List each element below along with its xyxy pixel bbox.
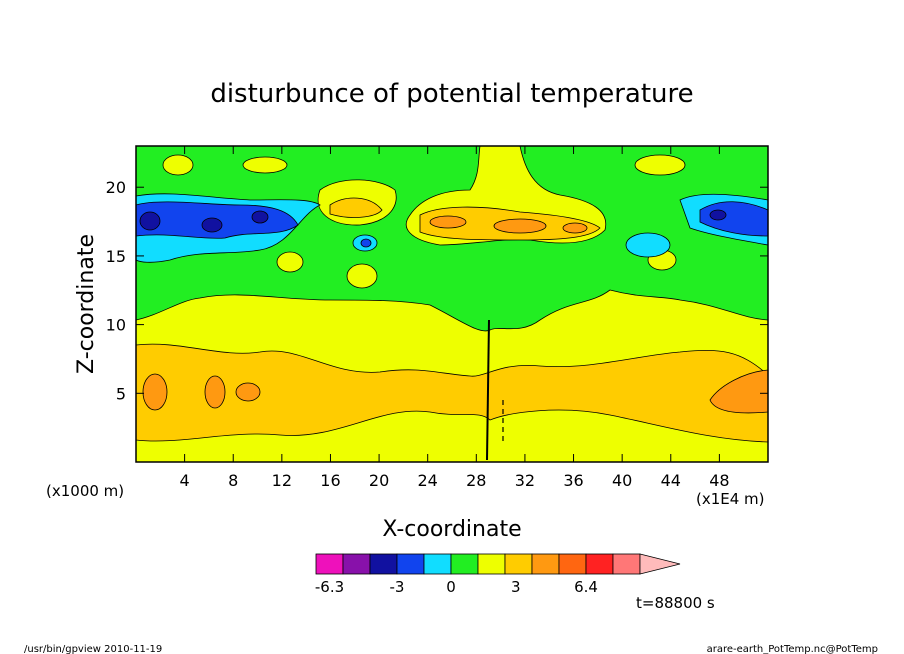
- colorbar-label: -6.3: [315, 578, 344, 596]
- yellow-spot-f: [634, 154, 686, 176]
- colorbar-arrow: [639, 553, 681, 575]
- colorbar-cell: [450, 553, 479, 575]
- yellow-spot-c: [276, 251, 304, 273]
- x-tick-label: 4: [180, 471, 190, 490]
- x-tick-label: 36: [563, 471, 583, 490]
- chart-title: disturbunce of potential temperature: [210, 79, 693, 109]
- x-tick-label: 16: [320, 471, 340, 490]
- colorbar-cell: [558, 553, 587, 575]
- colorbar-label: 6.4: [574, 578, 598, 596]
- x-tick-label: 28: [466, 471, 486, 490]
- yellow-spot-b: [242, 156, 288, 174]
- orange-dark-c: [562, 222, 588, 234]
- colorbar-cell: [531, 553, 560, 575]
- orange-dark-b: [493, 218, 547, 234]
- x-tick-label: 12: [272, 471, 292, 490]
- yellow-spot-a: [162, 154, 194, 176]
- footer-right: arare-earth_PotTemp.nc@PotTemp: [707, 644, 878, 654]
- orange-left: [329, 197, 383, 218]
- plot-area: [136, 146, 768, 462]
- y-tick-label: 15: [106, 247, 126, 266]
- x-tick-label: 44: [661, 471, 681, 490]
- disturbance-line: [486, 319, 490, 461]
- x-axis-label: X-coordinate: [382, 517, 521, 542]
- colorbar-label: -3: [390, 578, 405, 596]
- y-tick-label: 10: [106, 316, 126, 335]
- x-tick-label: 32: [515, 471, 535, 490]
- x-tick-label: 40: [612, 471, 632, 490]
- x-unit-label: (x1000 m): [46, 482, 124, 500]
- colorbar-label: 3: [511, 578, 521, 596]
- colorbar-cell: [477, 553, 506, 575]
- cyan-patch: [625, 232, 671, 258]
- blue-spot: [360, 238, 372, 248]
- navy-c: [251, 210, 269, 224]
- colorbar-cell: [315, 553, 344, 575]
- navy-b: [201, 217, 223, 233]
- orange-dark-a: [429, 215, 467, 229]
- colorbar-cell: [369, 553, 398, 575]
- spot-1: [142, 373, 168, 411]
- spot-4: [709, 369, 768, 414]
- navy-a: [139, 211, 161, 231]
- colorbar-cell: [612, 553, 641, 575]
- navy-d: [709, 209, 727, 221]
- spot-2: [204, 375, 226, 409]
- y-unit-label: (x1E4 m): [696, 490, 765, 508]
- x-tick-label: 20: [369, 471, 389, 490]
- colorbar-label: 0: [446, 578, 456, 596]
- x-tick-label: 8: [228, 471, 238, 490]
- yellow-spot-d: [346, 263, 378, 289]
- x-tick-label: 24: [418, 471, 438, 490]
- y-tick-label: 20: [106, 178, 126, 197]
- plot-frame: [135, 145, 769, 463]
- y-tick-label: 5: [116, 384, 126, 403]
- time-label: t=88800 s: [636, 594, 715, 612]
- colorbar-cell: [396, 553, 425, 575]
- x-tick-label: 48: [709, 471, 729, 490]
- colorbar-cell: [342, 553, 371, 575]
- y-axis-label: Z-coordinate: [74, 234, 99, 374]
- spot-3: [235, 382, 261, 402]
- footer-left: /usr/bin/gpview 2010-11-19: [24, 644, 162, 654]
- colorbar: -6.3 -3 0 3 6.4: [315, 553, 681, 596]
- colorbar-cell: [504, 553, 533, 575]
- colorbar-cell: [585, 553, 614, 575]
- band-orange-low: [136, 343, 768, 443]
- colorbar-cell: [423, 553, 452, 575]
